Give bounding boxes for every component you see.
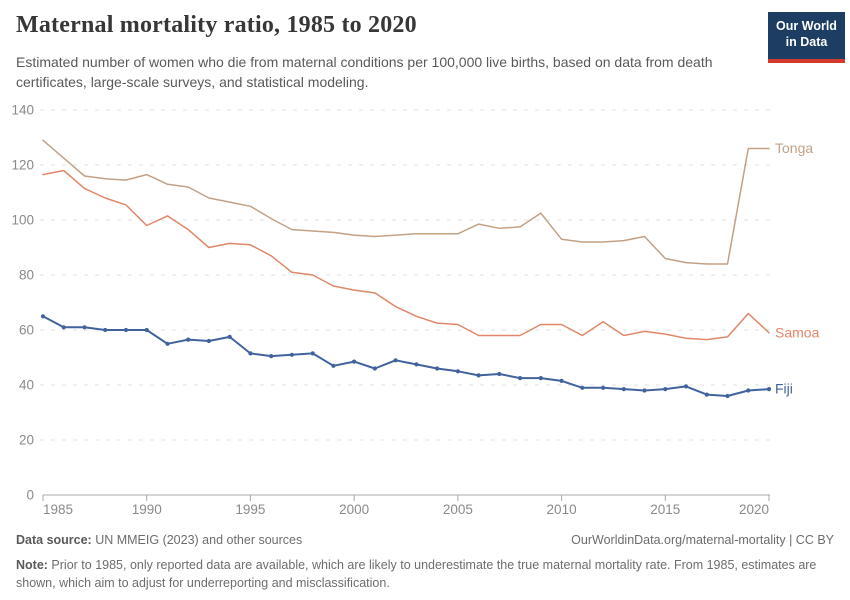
marker-fiji-2006 [476, 373, 481, 378]
marker-fiji-2004 [435, 366, 440, 371]
note-text: Prior to 1985, only reported data are av… [16, 558, 817, 591]
marker-fiji-1996 [269, 354, 274, 359]
x-tick-label-2000: 2000 [339, 502, 369, 517]
marker-fiji-1994 [227, 334, 232, 339]
marker-fiji-2012 [601, 385, 606, 390]
marker-fiji-2011 [580, 385, 585, 390]
marker-fiji-2017 [704, 392, 709, 397]
marker-fiji-1987 [82, 325, 87, 330]
marker-fiji-1998 [310, 351, 315, 356]
y-tick-label-60: 60 [19, 323, 34, 338]
x-tick-label-2020: 2020 [739, 502, 769, 517]
marker-fiji-1991 [165, 341, 170, 346]
data-source-text: Data source: UN MMEIG (2023) and other s… [16, 533, 302, 547]
series-line-samoa [42, 169, 770, 341]
marker-fiji-2015 [663, 387, 668, 392]
marker-fiji-2003 [414, 362, 419, 367]
footer-note: Note: Prior to 1985, only reported data … [16, 556, 828, 592]
x-tick-label-2015: 2015 [650, 502, 680, 517]
owid-logo-line2: in Data [785, 34, 828, 49]
y-tick-label-20: 20 [19, 433, 34, 448]
owid-logo: Our World in Data [768, 12, 845, 63]
note-label: Note: [16, 558, 48, 572]
series-label-fiji: Fiji [775, 381, 793, 397]
owid-url-link[interactable]: OurWorldinData.org/maternal-mortality | … [571, 533, 834, 547]
chart-title: Maternal mortality ratio, 1985 to 2020 [16, 12, 417, 38]
marker-fiji-2019 [746, 388, 751, 393]
series-label-tonga: Tonga [775, 140, 813, 156]
marker-fiji-2000 [352, 359, 357, 364]
marker-fiji-2013 [621, 387, 626, 392]
marker-fiji-1985 [40, 314, 46, 319]
series-line-fiji [42, 315, 770, 397]
marker-fiji-1990 [144, 327, 149, 333]
marker-fiji-1989 [123, 327, 129, 333]
data-source-value: UN MMEIG (2023) and other sources [91, 533, 303, 547]
marker-fiji-1999 [331, 363, 336, 368]
marker-fiji-1997 [289, 352, 294, 357]
y-tick-label-40: 40 [19, 378, 34, 393]
y-tick-label-140: 140 [11, 103, 34, 118]
marker-fiji-2008 [518, 376, 523, 381]
x-tick-label-1985: 1985 [43, 502, 73, 517]
marker-fiji-1986 [61, 325, 66, 330]
x-tick-label-2005: 2005 [443, 502, 473, 517]
series-line-tonga [42, 139, 770, 265]
marker-fiji-2014 [642, 388, 647, 393]
x-tick-label-1995: 1995 [235, 502, 265, 517]
marker-fiji-1995 [248, 351, 253, 356]
y-tick-label-100: 100 [11, 213, 34, 228]
series-label-samoa: Samoa [775, 324, 820, 340]
marker-fiji-2007 [497, 371, 502, 377]
marker-fiji-1992 [186, 337, 191, 342]
marker-fiji-1988 [103, 327, 108, 333]
marker-fiji-2016 [683, 384, 689, 389]
owid-logo-line1: Our World [776, 19, 837, 33]
line-chart-canvas: 0 20 40 60 80 100 120 140 1985 1990 1995 2000 2005 20… [11, 103, 820, 518]
footer-source-row: Data source: UN MMEIG (2023) and other s… [16, 533, 834, 547]
marker-fiji-2001 [372, 366, 377, 371]
y-tick-label-80: 80 [19, 268, 34, 283]
marker-fiji-2005 [455, 369, 460, 374]
y-tick-label-0: 0 [26, 488, 34, 503]
marker-fiji-2010 [559, 378, 564, 383]
x-tick-label-2010: 2010 [547, 502, 577, 517]
marker-fiji-1993 [206, 338, 211, 344]
data-source-label: Data source: [16, 533, 92, 547]
marker-fiji-2020 [766, 387, 772, 392]
marker-fiji-2018 [725, 393, 730, 399]
marker-fiji-2009 [538, 376, 543, 381]
chart-subtitle: Estimated number of women who die from m… [16, 54, 713, 91]
x-tick-label-1990: 1990 [132, 502, 162, 517]
marker-fiji-2002 [393, 358, 398, 363]
y-tick-label-120: 120 [11, 158, 34, 173]
